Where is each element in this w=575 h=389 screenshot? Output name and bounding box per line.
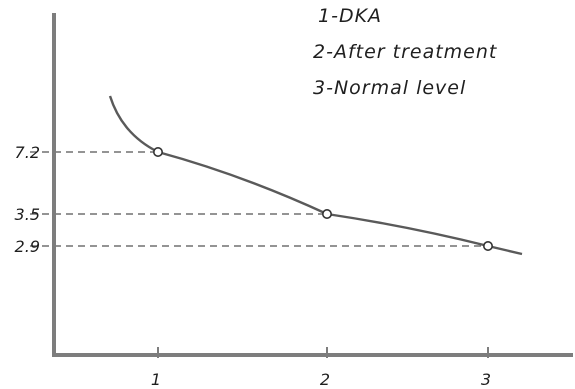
series-line: [108, 95, 523, 256]
data-point-2: [321, 209, 332, 220]
legend-entry-dka: 1-DKA: [318, 5, 382, 27]
x-tick-label: 1: [151, 370, 161, 389]
series: [108, 95, 523, 256]
data-point-1: [153, 147, 164, 158]
y-tick-label: 7.2: [15, 143, 40, 162]
y-ticks: 7.2 3.5 2.9: [15, 143, 40, 256]
reference-lines: [30, 151, 488, 247]
legend-entry-after-treatment: 2-After treatment: [313, 41, 498, 63]
legend: 1-DKA 2-After treatment 3-Normal level: [313, 5, 498, 99]
y-tick-label: 2.9: [15, 237, 40, 256]
legend-entry-normal-level: 3-Normal level: [313, 77, 466, 99]
x-tick-label: 3: [481, 370, 491, 389]
y-tick-label: 3.5: [15, 205, 40, 224]
data-point-3: [482, 241, 493, 252]
x-tick-label: 2: [320, 370, 330, 389]
x-ticks: 1 2 3: [151, 347, 491, 389]
axes: [52, 13, 573, 357]
